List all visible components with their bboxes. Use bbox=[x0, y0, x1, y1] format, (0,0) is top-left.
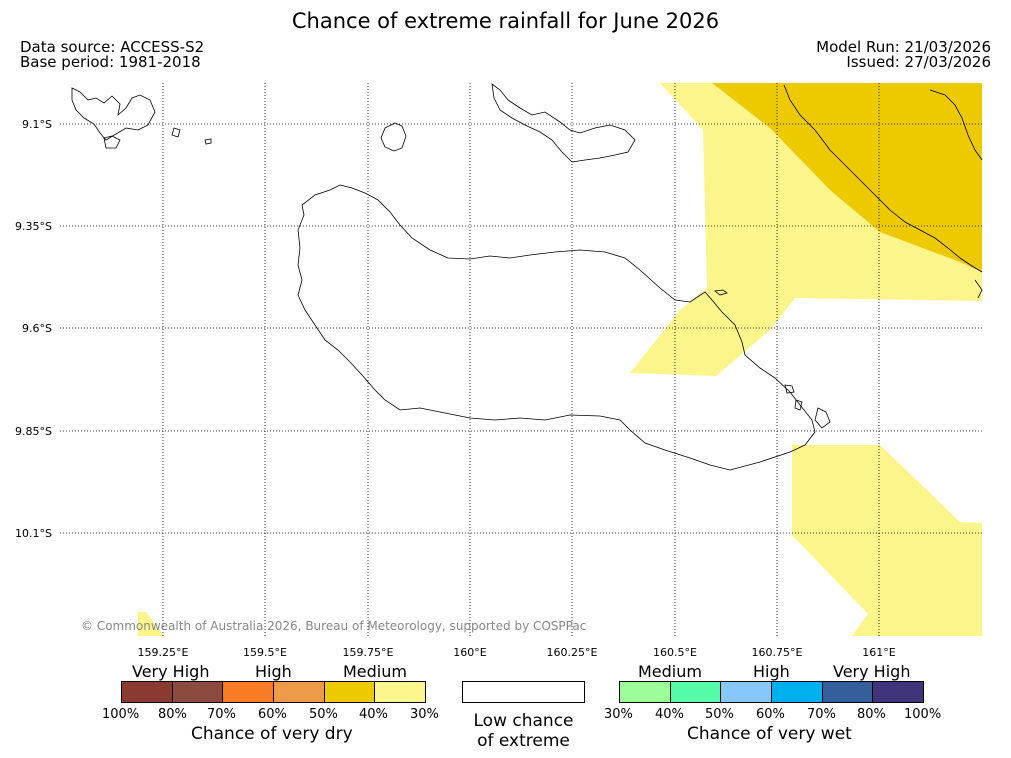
island-florida-nw bbox=[71, 87, 156, 141]
lon-label: 159.5°E bbox=[243, 646, 287, 659]
dry-swatch bbox=[274, 682, 325, 702]
dry-swatch bbox=[324, 682, 376, 702]
lon-label: 159.25°E bbox=[138, 646, 189, 659]
dry-tier-high: High bbox=[255, 662, 292, 681]
wet-swatch bbox=[670, 682, 722, 702]
island-guadalcanal bbox=[297, 184, 816, 471]
wet-caption: Chance of very wet bbox=[687, 724, 852, 744]
dry-colorbar bbox=[121, 681, 426, 703]
lon-label: 159.75°E bbox=[343, 646, 394, 659]
island-nw-small-3 bbox=[204, 138, 212, 145]
dry-pct-label: 60% bbox=[258, 707, 287, 722]
shade-medium-dry-sw bbox=[138, 612, 164, 636]
dry-swatch bbox=[122, 682, 173, 702]
dry-pct-label: 100% bbox=[102, 707, 140, 722]
lat-label: 9.35°S bbox=[15, 220, 52, 233]
island-marau-islets bbox=[814, 407, 831, 429]
dry-swatch bbox=[223, 682, 275, 702]
island-marau-islet-3 bbox=[794, 399, 803, 411]
model-run: Model Run: 21/03/2026 bbox=[816, 38, 991, 56]
dry-pct-label: 30% bbox=[410, 707, 439, 722]
island-malaita-inlet bbox=[929, 89, 983, 161]
wet-swatch bbox=[873, 682, 924, 702]
lat-label: 9.1°S bbox=[22, 118, 52, 131]
issued-date: Issued: 27/03/2026 bbox=[846, 53, 991, 71]
graticule bbox=[60, 83, 982, 636]
lat-label: 9.85°S bbox=[15, 425, 52, 438]
dry-swatch bbox=[172, 682, 224, 702]
wet-pct-label: 60% bbox=[756, 707, 785, 722]
latitude-labels: 9.1°S 9.35°S 9.6°S 9.85°S 10.1°S bbox=[15, 118, 52, 540]
low-chance-line2: of extreme bbox=[477, 731, 570, 751]
shading-layer bbox=[138, 83, 982, 636]
low-chance-swatch bbox=[462, 681, 585, 703]
data-source: Data source: ACCESS-S2 bbox=[20, 38, 205, 56]
dry-pct-label: 50% bbox=[309, 707, 338, 722]
wet-pct-label: 40% bbox=[655, 707, 684, 722]
dry-pct-label: 80% bbox=[158, 707, 187, 722]
island-nw-small-2 bbox=[171, 127, 181, 138]
coastlines bbox=[71, 83, 983, 471]
dry-swatch bbox=[375, 682, 426, 702]
wet-swatch bbox=[721, 682, 773, 702]
wet-swatch bbox=[822, 682, 874, 702]
shade-medium-dry-south bbox=[792, 445, 982, 636]
island-savo bbox=[714, 289, 728, 296]
lon-label: 160°E bbox=[453, 646, 486, 659]
dry-caption: Chance of very dry bbox=[191, 724, 353, 744]
dry-pct-label: 70% bbox=[207, 707, 236, 722]
wet-pct-label: 100% bbox=[904, 707, 942, 722]
wet-swatch bbox=[620, 682, 671, 702]
dry-pct-label: 40% bbox=[359, 707, 388, 722]
lon-label: 161°E bbox=[862, 646, 895, 659]
wet-pct-label: 30% bbox=[604, 707, 633, 722]
lon-label: 160.75°E bbox=[752, 646, 803, 659]
map-title: Chance of extreme rainfall for June 2026 bbox=[291, 9, 720, 33]
wet-pct-label: 80% bbox=[857, 707, 886, 722]
lon-label: 160.25°E bbox=[547, 646, 598, 659]
longitude-labels: 159.25°E 159.5°E 159.75°E 160°E 160.25°E… bbox=[138, 646, 896, 659]
lat-label: 9.6°S bbox=[22, 322, 52, 335]
lon-label: 160.5°E bbox=[653, 646, 697, 659]
island-marau-islet-2 bbox=[784, 384, 795, 394]
copyright-text: © Commonwealth of Australia 2026, Bureau… bbox=[81, 619, 586, 633]
lat-label: 10.1°S bbox=[15, 527, 52, 540]
wet-tier-very-high: Very High bbox=[833, 662, 911, 681]
wet-pct-label: 50% bbox=[705, 707, 734, 722]
island-east-tip bbox=[974, 279, 983, 299]
shade-high-dry-north bbox=[712, 83, 982, 272]
low-chance-line1: Low chance bbox=[473, 711, 574, 731]
base-period: Base period: 1981-2018 bbox=[20, 53, 201, 71]
island-nggela bbox=[491, 83, 636, 163]
island-small-center bbox=[380, 122, 407, 152]
dry-tier-medium: Medium bbox=[343, 662, 407, 681]
wet-tier-medium: Medium bbox=[638, 662, 702, 681]
wet-colorbar bbox=[619, 681, 924, 703]
wet-swatch bbox=[772, 682, 823, 702]
island-nw-small bbox=[103, 135, 121, 149]
wet-pct-label: 70% bbox=[807, 707, 836, 722]
wet-tier-high: High bbox=[753, 662, 790, 681]
dry-tier-very-high: Very High bbox=[132, 662, 210, 681]
island-malaita-coast bbox=[783, 84, 983, 273]
